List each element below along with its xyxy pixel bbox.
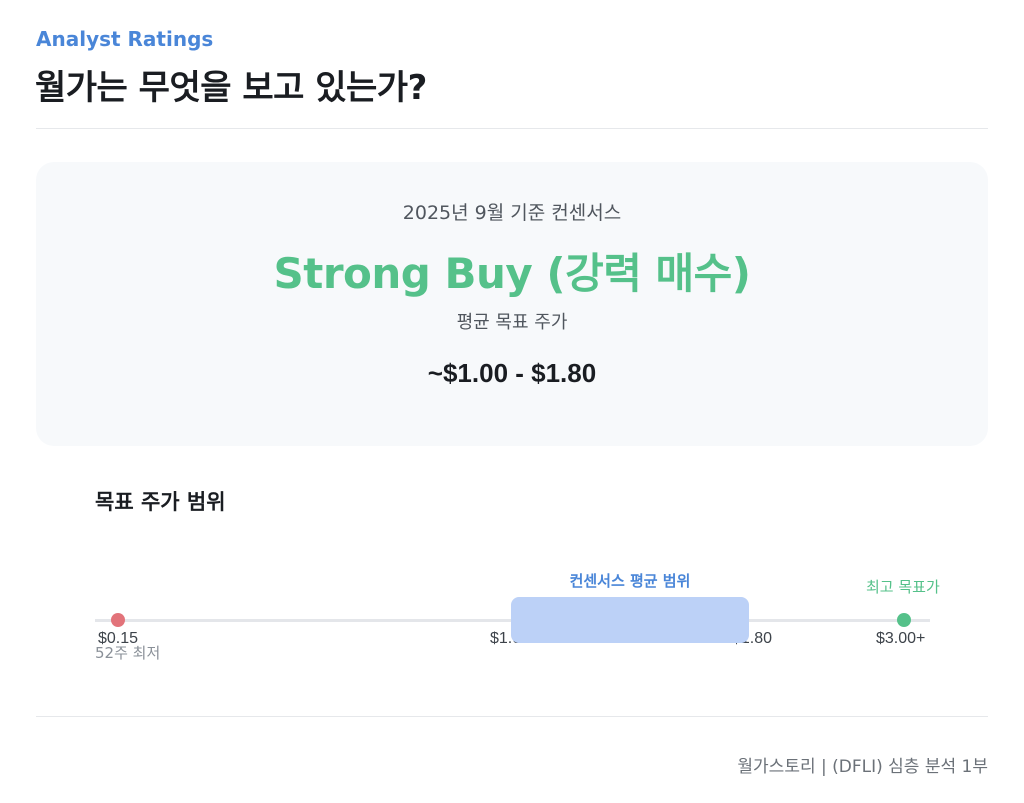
tick-low-value: $0.15 <box>98 630 139 647</box>
consensus-card: 2025년 9월 기준 컨센서스 Strong Buy (강력 매수) 평균 목… <box>36 162 988 446</box>
consensus-as-of: 2025년 9월 기준 컨센서스 <box>402 202 622 224</box>
high-marker-dot <box>897 613 911 627</box>
tick-high-value: $3.00+ <box>876 630 926 647</box>
consensus-rating: Strong Buy (강력 매수) <box>273 249 751 298</box>
consensus-band-label: 컨센서스 평균 범위 <box>569 572 691 590</box>
divider-top <box>36 128 988 129</box>
high-target-label: 최고 목표가 <box>866 578 940 596</box>
section-eyebrow: Analyst Ratings <box>36 27 214 51</box>
consensus-band <box>511 597 749 643</box>
page-title: 월가는 무엇을 보고 있는가? <box>35 68 427 108</box>
low-marker-dot <box>111 613 125 627</box>
divider-bottom <box>36 716 988 717</box>
avg-target-label: 평균 목표 주가 <box>456 312 568 333</box>
footer-text: 월가스토리 | (DFLI) 심층 분석 1부 <box>737 757 988 777</box>
range-title: 목표 주가 범위 <box>95 490 226 514</box>
avg-target-value: ~$1.00 - $1.80 <box>427 358 597 388</box>
low-sublabel: 52주 최저 <box>95 644 161 662</box>
